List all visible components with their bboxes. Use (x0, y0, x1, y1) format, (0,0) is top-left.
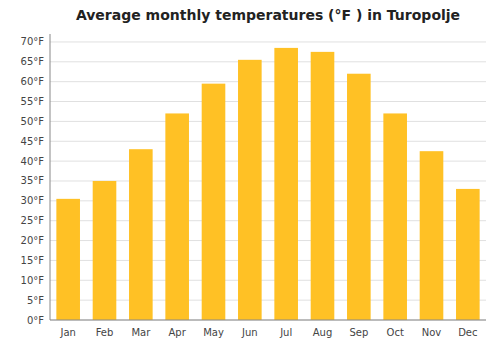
y-tick-label: 65°F (21, 56, 45, 67)
x-tick-label: Dec (458, 327, 477, 338)
chart: Average monthly temperatures (°F ) in Tu… (0, 0, 500, 350)
x-tick-label: Oct (387, 327, 404, 338)
y-tick-labels: 0°F 5°F 10°F 15°F 20°F 25°F 30°F 35°F 40°F 45°F 50… (21, 36, 45, 325)
title: Average monthly temperatures (°F ) in Tu… (76, 7, 460, 23)
x-tick-label: Mar (131, 327, 151, 338)
bar (202, 84, 226, 320)
y-tick-label: 35°F (21, 175, 45, 186)
y-tick-label: 20°F (21, 235, 45, 246)
grid-line (50, 61, 486, 62)
background (0, 0, 500, 350)
bar (456, 189, 480, 320)
bar (274, 48, 298, 320)
grid-line (50, 320, 486, 321)
x-tick-label: Sep (349, 327, 368, 338)
y-tick-label: 50°F (21, 116, 45, 127)
y-tick-label: 0°F (27, 315, 44, 326)
x-tick-label: Jun (241, 327, 258, 338)
y-tick-label: 55°F (21, 96, 45, 107)
bar (347, 74, 371, 320)
grid-line (50, 101, 486, 102)
y-tick-label: 40°F (21, 156, 45, 167)
y-tick-label: 25°F (21, 215, 45, 226)
y-tick-label: 45°F (21, 136, 45, 147)
x-tick-label: Jul (279, 327, 292, 338)
bar (56, 199, 80, 320)
bar (238, 60, 262, 320)
x-tick-label: Jan (59, 327, 75, 338)
y-tick-label: 10°F (21, 275, 45, 286)
grid-line (50, 81, 486, 82)
bars (56, 48, 479, 320)
bar (420, 151, 444, 320)
x-tick-label: Feb (96, 327, 114, 338)
bar (129, 149, 153, 320)
grid-line (50, 41, 486, 42)
x-tick-label: Nov (422, 327, 442, 338)
x-tick-label: Apr (169, 327, 187, 338)
grid-line (50, 121, 486, 122)
bar (165, 113, 189, 320)
grid (50, 42, 486, 320)
y-tick-label: 30°F (21, 195, 45, 206)
x-tick-label: May (203, 327, 224, 338)
x-tick-label: Aug (313, 327, 333, 338)
y-tick-label: 60°F (21, 76, 45, 87)
bar (93, 181, 117, 320)
y-tick-label: 15°F (21, 255, 45, 266)
y-axis-line (50, 34, 51, 320)
bar (311, 52, 335, 320)
grid-line (50, 141, 486, 142)
x-axis-line (50, 320, 486, 321)
y-tick-label: 70°F (21, 36, 45, 47)
bar (383, 113, 407, 320)
page: {"chart_data": {"type": "bar", "title": … (0, 0, 500, 350)
x-tick-labels: Jan Feb Mar Apr May Jun Jul Aug Sep Oct Nov Dec (59, 327, 477, 338)
y-tick-label: 5°F (27, 295, 44, 306)
